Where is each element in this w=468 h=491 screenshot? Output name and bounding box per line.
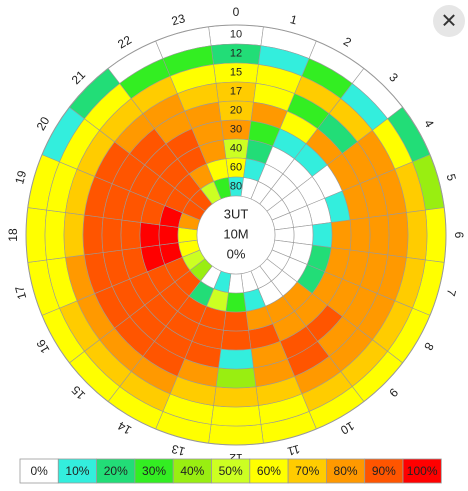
legend-label: 20% (104, 464, 128, 478)
ring-label: 17 (230, 85, 242, 97)
hour-label: 21 (69, 68, 89, 88)
hour-label: 22 (115, 32, 134, 51)
legend-swatch (364, 458, 404, 484)
cell (158, 224, 179, 246)
cell (218, 348, 254, 370)
cell (208, 424, 264, 446)
hour-label: 10 (338, 419, 357, 438)
hour-label: 13 (170, 442, 187, 459)
legend-label: 90% (372, 464, 396, 478)
cell (368, 214, 390, 256)
cell (44, 209, 66, 261)
hour-label: 1 (289, 12, 299, 27)
close-button[interactable]: ✕ (433, 5, 465, 37)
legend-swatch (402, 458, 442, 484)
cell (25, 207, 47, 263)
ring-label: 20 (230, 104, 242, 116)
hour-label: 19 (12, 169, 29, 186)
legend-swatch (287, 458, 327, 484)
legend-label: 0% (30, 464, 48, 478)
ring-label: 80 (230, 180, 242, 192)
center-label: 10M (223, 226, 248, 241)
center-label: 3UT (224, 206, 249, 221)
legend-label: 10% (65, 464, 89, 478)
ring-label: 15 (230, 66, 242, 78)
cell (330, 219, 352, 251)
cell (215, 367, 257, 389)
hour-label: 0 (233, 5, 240, 19)
legend-swatch (211, 458, 251, 484)
cell (210, 405, 262, 427)
center-disk (196, 195, 276, 275)
outer-ring (25, 24, 447, 446)
cell (82, 214, 104, 256)
legend-label: 80% (334, 464, 358, 478)
hour-label: 14 (115, 418, 134, 437)
ring-label: 10 (230, 28, 242, 40)
hour-label: 15 (69, 383, 89, 403)
hour-label: 18 (6, 228, 20, 242)
cell (225, 292, 247, 313)
cell (139, 222, 160, 248)
legend-label: 100% (407, 464, 438, 478)
ring-label: 30 (230, 123, 242, 135)
legend-swatch (19, 458, 59, 484)
ring-label: 40 (230, 142, 242, 154)
cell (220, 329, 252, 351)
legend-label: 60% (257, 464, 281, 478)
hour-label: 4 (421, 117, 437, 130)
center-label: 0% (227, 246, 246, 261)
cell (213, 386, 259, 408)
hour-label: 5 (444, 172, 459, 182)
cell (101, 217, 123, 253)
close-icon[interactable]: ✕ (441, 10, 458, 32)
cell (349, 217, 371, 253)
cell (63, 212, 85, 258)
legend-label: 70% (295, 464, 319, 478)
hour-label: 16 (33, 337, 52, 356)
hour-label: 3 (386, 70, 401, 85)
hour-label: 20 (34, 114, 53, 133)
legend-swatch (325, 458, 366, 484)
ring-label: 12 (230, 47, 242, 59)
cell (406, 209, 428, 261)
hour-label: 2 (341, 34, 354, 50)
legend-swatch (57, 458, 97, 484)
cell (293, 224, 314, 246)
hour-label: 6 (452, 232, 466, 239)
hour-label: 17 (12, 284, 29, 301)
legend-swatch (134, 458, 174, 484)
cell (312, 222, 333, 248)
cell (120, 219, 142, 251)
hour-label: 23 (170, 11, 187, 28)
legend-label: 50% (219, 464, 243, 478)
legend-label: 40% (180, 464, 204, 478)
legend-swatch (96, 458, 136, 484)
hour-label: 11 (286, 442, 302, 459)
hour-label: 9 (386, 385, 401, 400)
hour-label: 7 (444, 288, 459, 298)
cell (387, 212, 409, 258)
close-button-bg[interactable] (433, 5, 465, 37)
cell (223, 311, 249, 332)
ring-label: 60 (230, 161, 242, 173)
hour-label: 8 (421, 340, 437, 353)
legend-swatch (172, 458, 212, 484)
legend-label: 30% (142, 464, 166, 478)
cell (425, 207, 447, 263)
